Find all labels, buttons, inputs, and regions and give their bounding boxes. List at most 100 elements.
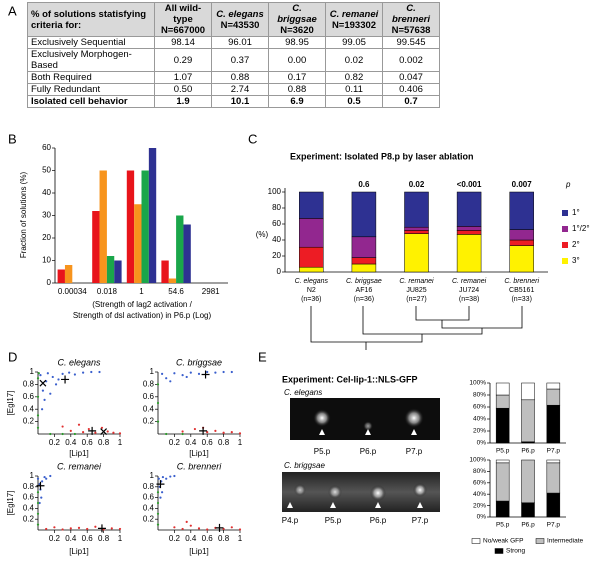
point bbox=[43, 475, 46, 479]
header-cell: All wild-type N=667000 bbox=[154, 2, 212, 37]
point bbox=[238, 528, 242, 531]
micrograph-elegans bbox=[290, 398, 440, 440]
x-category-label: C. elegans bbox=[295, 278, 329, 285]
point bbox=[49, 432, 52, 436]
x-tick-label: 0.2 bbox=[49, 438, 61, 447]
point bbox=[206, 528, 209, 531]
criteria-table: % of solutions statisfying criteria for:… bbox=[27, 2, 440, 108]
marker-x bbox=[39, 379, 47, 387]
header-cell: % of solutions statisfying criteria for: bbox=[27, 2, 155, 37]
table-cell: 0.37 bbox=[211, 48, 269, 72]
x-category-label: N2 bbox=[307, 287, 316, 294]
y-tick-label: 0.2 bbox=[143, 417, 155, 426]
point bbox=[197, 372, 201, 375]
point bbox=[181, 430, 184, 433]
x-tick-label: 1 bbox=[238, 534, 243, 543]
x-axis-label: [Lip1] bbox=[189, 449, 209, 458]
point bbox=[36, 491, 40, 494]
bar bbox=[106, 256, 115, 283]
y-tick-label: 0.4 bbox=[143, 504, 155, 513]
legend-label: Intermediate bbox=[547, 538, 584, 545]
point bbox=[157, 477, 160, 480]
bar-segment bbox=[495, 462, 510, 502]
point bbox=[61, 432, 64, 436]
x-axis-label: [Lip1] bbox=[189, 547, 209, 556]
point bbox=[37, 372, 40, 375]
y-tick-label: 0.4 bbox=[23, 404, 35, 413]
x-category-label: C. remanei bbox=[452, 278, 487, 285]
point bbox=[156, 512, 160, 515]
x-category-label: JU724 bbox=[459, 287, 479, 294]
y-tick-label: 100 bbox=[268, 187, 282, 196]
cell-label: P7.p bbox=[412, 516, 429, 525]
x-category-label: P6.p bbox=[521, 448, 535, 455]
point bbox=[36, 512, 40, 515]
table-cell: 0.82 bbox=[325, 71, 383, 84]
point bbox=[181, 374, 184, 377]
y-tick-label: 0.8 bbox=[23, 482, 35, 491]
point bbox=[61, 528, 64, 531]
panel-label: C bbox=[248, 131, 257, 146]
column-name: All wild-type bbox=[164, 3, 202, 25]
marker-plus bbox=[201, 370, 210, 379]
bar bbox=[57, 269, 65, 283]
x-category-label: C. brenneri bbox=[504, 278, 539, 285]
x-axis-label: Strength of dsl activation) in P6.p (Log… bbox=[73, 311, 212, 320]
column-n: N=3620 bbox=[280, 25, 314, 36]
panel-label: A bbox=[8, 3, 17, 18]
bar-segment bbox=[456, 191, 482, 227]
legend-swatch bbox=[562, 242, 568, 248]
cell-label: P5.p bbox=[314, 447, 331, 456]
bar-segment bbox=[351, 236, 377, 258]
point bbox=[165, 477, 168, 480]
y-tick-label: 0% bbox=[477, 514, 487, 521]
chart: 0.2 0.4 0.6 0.8 1 0.2 0.4 0.6 0.8 1 C. elegans [Egl… bbox=[6, 357, 123, 458]
x-category-label: C. briggsae bbox=[346, 278, 382, 285]
point bbox=[161, 372, 164, 375]
y-tick-label: 50 bbox=[42, 166, 51, 175]
y-tick-label: 40% bbox=[473, 416, 486, 423]
column-n: N=667000 bbox=[160, 25, 206, 36]
table-cell: 0.406 bbox=[382, 83, 440, 96]
table-row: Isolated cell behavior 1.9 10.1 6.9 0.5 0.7 bbox=[27, 95, 440, 108]
chart-title: C. briggsae bbox=[176, 357, 222, 367]
point bbox=[98, 370, 101, 374]
y-tick-label: 20% bbox=[473, 428, 486, 435]
point bbox=[161, 475, 165, 479]
y-axis-label: (%) bbox=[256, 230, 269, 239]
point bbox=[46, 372, 49, 375]
chart: 0.20.40.60.810.2 0.4 0.6 0.8 1C. brenneri[Li… bbox=[143, 461, 243, 556]
y-tick-label: 0.6 bbox=[143, 493, 155, 502]
bar bbox=[161, 260, 169, 283]
table-cell: 99.545 bbox=[382, 36, 440, 49]
p-value: <0.001 bbox=[457, 180, 482, 189]
point bbox=[230, 526, 233, 529]
table-cell: 0.02 bbox=[325, 48, 383, 72]
y-tick-label: 0.2 bbox=[23, 514, 35, 523]
panel-label: B bbox=[8, 131, 17, 146]
table-cell: 1.9 bbox=[154, 95, 212, 108]
bar-segment bbox=[509, 229, 534, 241]
table-cell: 98.14 bbox=[154, 36, 212, 49]
cell-label: P6.p bbox=[360, 447, 377, 456]
x-tick-label: 0.4 bbox=[185, 438, 197, 447]
table-cell: 1.07 bbox=[154, 71, 212, 84]
column-name: C. briggsae bbox=[277, 3, 317, 25]
bar-segment bbox=[299, 266, 324, 273]
y-tick-label: 0% bbox=[477, 440, 487, 447]
x-tick-label: 0.8 bbox=[98, 438, 110, 447]
point bbox=[36, 414, 40, 417]
y-tick-label: 0.4 bbox=[23, 504, 35, 513]
point bbox=[106, 430, 109, 433]
x-tick-label: 1 bbox=[118, 438, 123, 447]
panel-label: E bbox=[258, 349, 267, 364]
x-category-label: C. remanei bbox=[399, 278, 434, 285]
x-category-label: (n=36) bbox=[301, 296, 321, 303]
x-category-label: 0.00034 bbox=[58, 287, 87, 296]
bar-segment bbox=[404, 226, 429, 231]
marker-x bbox=[100, 428, 108, 435]
table-row: Exclusively Sequential 98.14 96.01 98.95 99.… bbox=[27, 36, 440, 49]
legend-label: Strong bbox=[506, 548, 526, 555]
x-tick-label: 0.2 bbox=[49, 534, 61, 543]
point bbox=[53, 526, 56, 529]
